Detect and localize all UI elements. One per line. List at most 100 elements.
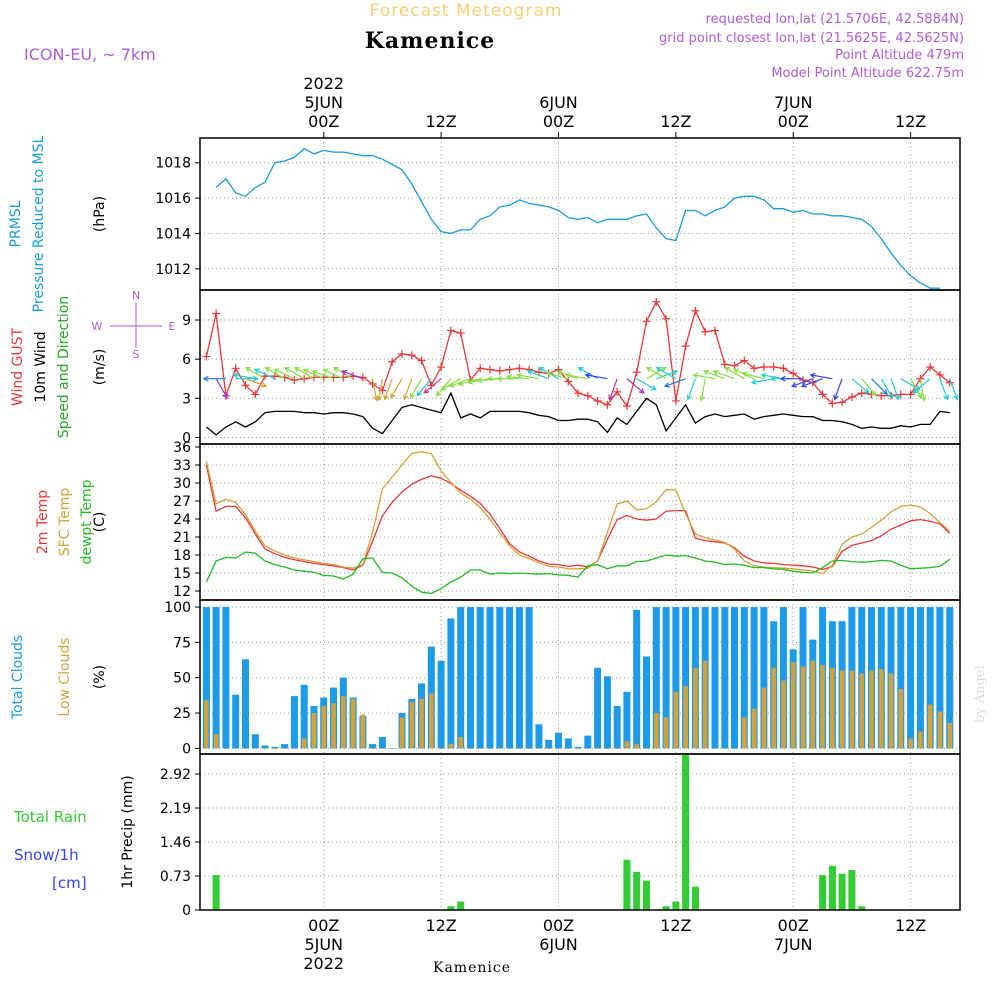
bar-total-clouds <box>202 607 210 749</box>
bar-total-clouds <box>711 607 719 749</box>
bar-total-rain <box>662 906 670 910</box>
bar-total-clouds <box>378 737 386 749</box>
gust-marker <box>877 391 886 400</box>
bar-total-rain <box>672 901 680 910</box>
panel-label: Snow/1h <box>14 846 79 864</box>
wind-direction-arrow <box>244 367 266 380</box>
wind-direction-arrow <box>564 372 588 380</box>
bar-total-clouds <box>232 694 240 749</box>
series-line-sfc-temp <box>205 451 951 575</box>
bar-low-clouds <box>419 698 424 749</box>
wind-direction-arrow <box>939 378 949 401</box>
panel-frame <box>199 137 961 291</box>
bottom-time-label: 2022 <box>303 954 344 973</box>
bar-total-clouds <box>584 735 592 749</box>
gust-marker <box>397 349 406 358</box>
bar-low-clouds <box>438 748 444 749</box>
panel-label: Speed and Direction <box>56 296 72 438</box>
wind-direction-arrow <box>311 369 334 380</box>
top-time-label: 00Z <box>308 112 339 131</box>
bar-total-clouds <box>643 656 650 749</box>
gust-marker <box>935 370 944 379</box>
gust-marker <box>710 326 719 335</box>
y-tick-label: 0 <box>182 430 191 446</box>
bar-total-clouds <box>916 607 924 749</box>
y-tick-label: 1018 <box>155 156 191 172</box>
y-tick-label: 25 <box>173 706 191 722</box>
bar-low-clouds <box>272 748 278 749</box>
bar-low-clouds <box>233 748 238 749</box>
gust-marker <box>231 364 240 373</box>
bar-low-clouds <box>810 660 815 749</box>
bar-low-clouds <box>781 680 786 749</box>
wind-direction-arrow <box>376 378 383 402</box>
bar-total-rain <box>447 906 455 910</box>
bar-total-clouds <box>486 607 494 749</box>
product-title: Forecast Meteogram <box>370 1 563 21</box>
y-tick-label: 2.19 <box>160 801 191 817</box>
wind-direction-arrow <box>890 378 900 401</box>
y-tick-label: 1012 <box>155 262 191 278</box>
bottom-time-label: 12Z <box>425 916 456 935</box>
gust-marker <box>652 297 661 306</box>
bar-low-clouds <box>507 748 512 749</box>
panel-5: 0 0.73 1.46 2.19 2.92 Total Rain Snow/1h [cm] 1h… <box>13 753 961 919</box>
wind-direction-arrow <box>702 369 726 380</box>
point-altitude: Point Altitude 479m <box>835 48 964 63</box>
top-time-label: 12Z <box>660 112 691 131</box>
bar-total-clouds <box>740 607 748 749</box>
model-label: ICON-EU, ~ 7km <box>24 45 156 64</box>
bar-low-clouds <box>908 738 913 749</box>
wind-direction-arrow <box>383 378 393 401</box>
bar-total-clouds <box>760 607 768 749</box>
wind-direction-arrow <box>302 368 324 380</box>
panel-label: 2m Temp <box>35 490 51 554</box>
gust-marker <box>202 352 211 361</box>
wind-direction-arrow <box>232 372 256 380</box>
bar-low-clouds <box>683 686 688 749</box>
bar-low-clouds <box>879 669 884 749</box>
bar-low-clouds <box>448 744 454 749</box>
top-time-label: 7JUN <box>774 93 813 112</box>
panel-label: PRMSL <box>8 200 24 247</box>
gust-marker <box>622 402 631 411</box>
panel-unit: 1hr Precip (mm) <box>120 775 136 888</box>
wind-direction-arrow <box>790 378 814 388</box>
wind-direction-arrow <box>919 378 927 402</box>
panel-1: 1012 1014 1016 1018 PRMSL Pressure Reduced to… <box>8 135 961 312</box>
wind-direction-arrow <box>692 372 716 380</box>
panel-frame <box>199 443 961 601</box>
bar-low-clouds <box>830 667 835 749</box>
gust-marker <box>446 326 455 335</box>
wind-direction-arrow <box>686 378 696 401</box>
bar-low-clouds <box>927 704 933 749</box>
wind-direction-arrow <box>273 368 295 380</box>
wind-direction-arrow <box>626 378 645 394</box>
gust-marker <box>681 342 690 351</box>
gust-marker <box>828 399 837 408</box>
gust-marker <box>818 390 827 399</box>
bar-low-clouds <box>624 741 630 749</box>
bar-total-clouds <box>212 607 220 749</box>
bar-low-clouds <box>282 748 287 749</box>
wind-direction-arrow <box>322 368 344 380</box>
wind-direction-arrow <box>655 367 677 380</box>
bar-total-rain <box>838 873 846 910</box>
model-altitude: Model Point Altitude 622.75m <box>771 66 964 81</box>
bar-low-clouds <box>360 714 366 749</box>
bar-low-clouds <box>213 734 219 749</box>
panel-frame <box>199 753 961 911</box>
gust-marker <box>759 363 768 371</box>
bottom-time-label: 00Z <box>308 916 339 935</box>
gust-marker <box>593 396 602 405</box>
y-tick-label: 0 <box>182 741 191 757</box>
panel-3: 12 15 18 21 24 27 30 33 36 2m Temp SFC Temp dewpt T… <box>35 440 961 601</box>
bar-low-clouds <box>702 660 708 749</box>
bar-total-clouds <box>506 607 514 749</box>
bar-total-clouds <box>594 667 602 749</box>
bar-low-clouds <box>487 748 493 749</box>
bar-total-rain <box>457 901 465 910</box>
bar-total-rain <box>828 865 836 910</box>
wind-direction-arrow <box>663 378 686 388</box>
